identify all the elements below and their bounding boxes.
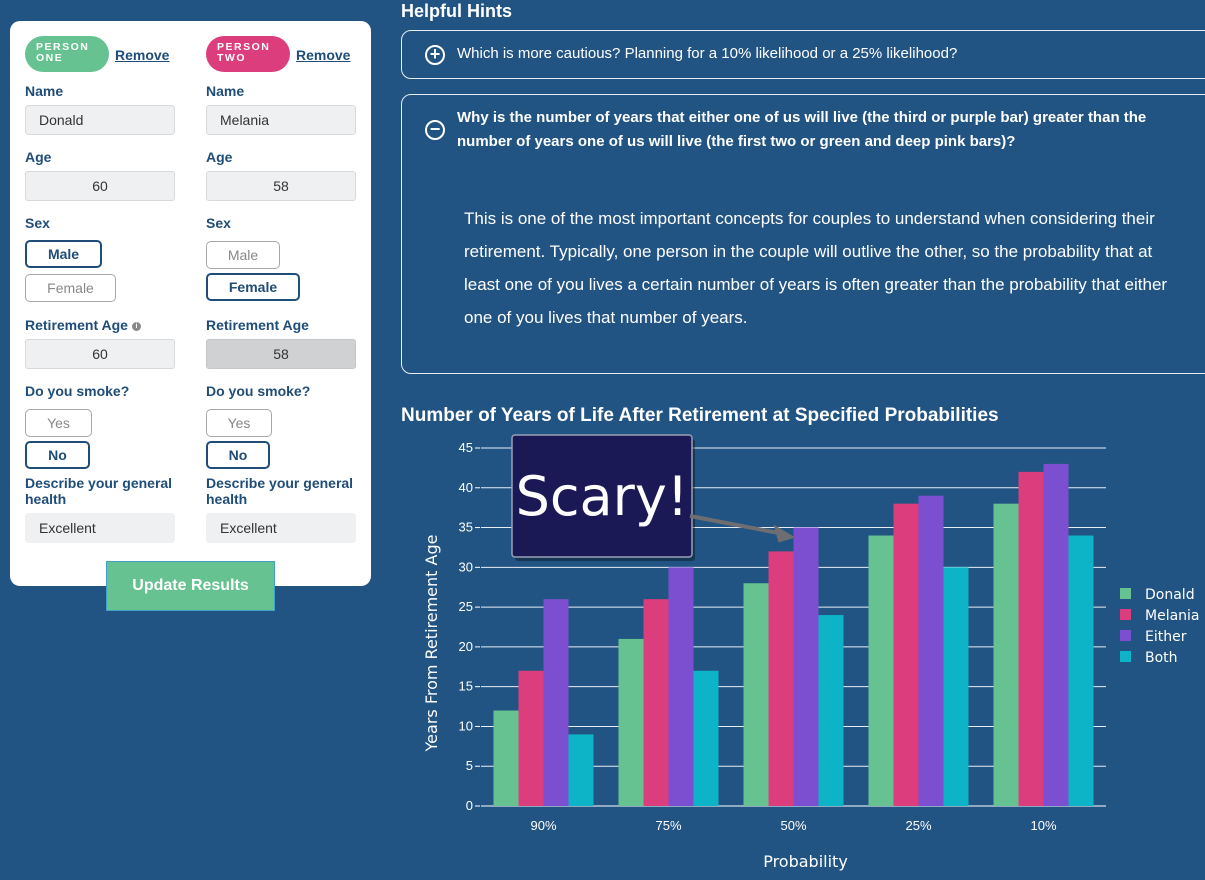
bar-melania xyxy=(1018,471,1044,806)
update-results-button[interactable]: Update Results xyxy=(106,561,275,611)
bar-donald xyxy=(618,638,644,806)
bar-either xyxy=(793,527,819,806)
legend-label-both: Both xyxy=(1145,650,1178,666)
person-one-retirement-age-label: Retirement Age i xyxy=(25,317,141,333)
person-two-name-field[interactable]: Melania xyxy=(206,105,356,135)
bar-both xyxy=(818,615,844,806)
bar-melania xyxy=(893,503,919,806)
y-tick-label: 45 xyxy=(459,440,473,455)
person-one-sex-label: Sex xyxy=(25,215,50,231)
annotation-arrow-line xyxy=(689,514,782,536)
person-one-name-label: Name xyxy=(25,83,64,99)
person-two-smoke-yes-button[interactable]: Yes xyxy=(206,409,272,437)
chart-title: Number of Years of Life After Retirement… xyxy=(401,405,999,426)
person-one-smoke-no-button[interactable]: No xyxy=(25,441,90,469)
y-tick-label: 0 xyxy=(466,798,473,813)
annotation-box xyxy=(511,434,693,558)
legend-label-melania: Melania xyxy=(1145,608,1200,624)
bar-either xyxy=(668,567,694,806)
bar-chart: 0 5 10 15 20 25 30 35 40 45 90% 75% 50% 25% 10% Probabi… xyxy=(422,434,1200,871)
person-two-name-label: Name xyxy=(206,83,245,99)
y-tick-label: 30 xyxy=(459,559,473,574)
x-tick-label: 90% xyxy=(530,818,556,833)
person-one-sex-female-button[interactable]: Female xyxy=(25,274,116,302)
person-one-retirement-age-field[interactable]: 60 xyxy=(25,339,175,369)
bar-either xyxy=(1043,463,1069,806)
person-one-age-field[interactable]: 60 xyxy=(25,171,175,201)
person-two-sex-female-button[interactable]: Female xyxy=(206,273,300,301)
x-tick-label: 50% xyxy=(780,818,806,833)
bar-both xyxy=(1068,535,1094,806)
y-tick-label: 20 xyxy=(459,639,473,654)
plus-circle-icon[interactable]: + xyxy=(425,45,445,65)
annotation-arrow-head xyxy=(773,524,796,543)
bar-either xyxy=(543,599,569,806)
hint-item-either: − Why is the number of years that either… xyxy=(401,94,1205,374)
hint-answer: This is one of the most important concep… xyxy=(464,209,1168,327)
info-icon[interactable]: i xyxy=(131,321,141,331)
x-tick-label: 75% xyxy=(655,818,681,833)
annotation-text: Scary! xyxy=(516,465,689,528)
person-one-sex-male-button[interactable]: Male xyxy=(25,240,102,268)
person-two-remove-link[interactable]: Remove xyxy=(296,47,351,63)
person-input-card: PERSON ONE Remove Name Donald Age 60 Sex… xyxy=(10,21,371,586)
y-axis-title: Years From Retirement Age xyxy=(422,535,441,753)
person-two-smoke-label: Do you smoke? xyxy=(206,383,311,399)
bar-both xyxy=(693,670,719,806)
helpful-hints-title: Helpful Hints xyxy=(401,1,512,21)
person-two-age-label: Age xyxy=(206,149,233,165)
bar-donald xyxy=(743,583,769,806)
legend-label-donald: Donald xyxy=(1145,587,1195,603)
retirement-age-label-text: Retirement Age xyxy=(25,317,128,333)
legend-swatch-either xyxy=(1120,630,1131,641)
person-two-smoke-no-button[interactable]: No xyxy=(206,441,270,469)
x-tick-label: 25% xyxy=(905,818,931,833)
legend-label-either: Either xyxy=(1145,629,1187,645)
bar-either xyxy=(918,495,944,806)
person-two-health-label: Describe your general health xyxy=(206,475,354,507)
y-tick-label: 15 xyxy=(459,679,473,694)
person-one-health-select[interactable]: Excellent xyxy=(25,513,175,543)
y-tick-label: 35 xyxy=(459,520,473,535)
person-two-retirement-age-field: 58 xyxy=(206,339,356,369)
y-tick-label: 40 xyxy=(459,480,473,495)
y-tick-label: 25 xyxy=(459,599,473,614)
hint-item-cautious[interactable]: + Which is more cautious? Planning for a… xyxy=(401,30,1205,79)
person-one-badge: PERSON ONE xyxy=(25,36,109,72)
person-one-smoke-yes-button[interactable]: Yes xyxy=(25,409,92,437)
y-tick-label: 5 xyxy=(466,758,473,773)
person-one-name-field[interactable]: Donald xyxy=(25,105,175,135)
person-one-smoke-label: Do you smoke? xyxy=(25,383,130,399)
person-two-retirement-age-label: Retirement Age xyxy=(206,317,309,333)
person-two-sex-male-button[interactable]: Male xyxy=(206,241,280,269)
y-tick-label: 10 xyxy=(459,718,473,733)
person-two-sex-label: Sex xyxy=(206,215,231,231)
hint-question[interactable]: Why is the number of years that either o… xyxy=(457,109,1147,150)
legend-swatch-melania xyxy=(1120,609,1131,620)
x-tick-label: 10% xyxy=(1030,818,1056,833)
bar-both xyxy=(943,567,969,806)
bar-both xyxy=(568,734,594,806)
hint-question[interactable]: Which is more cautious? Planning for a 1… xyxy=(457,45,958,62)
person-two-age-field[interactable]: 58 xyxy=(206,171,356,201)
person-one-age-label: Age xyxy=(25,149,52,165)
person-one-remove-link[interactable]: Remove xyxy=(115,47,170,63)
legend-swatch-donald xyxy=(1120,588,1131,599)
bar-melania xyxy=(518,670,544,806)
bar-donald xyxy=(493,710,519,806)
bar-melania xyxy=(768,551,794,806)
bar-donald xyxy=(993,503,1019,806)
x-axis-title: Probability xyxy=(763,852,848,871)
minus-circle-icon[interactable]: − xyxy=(425,120,445,140)
legend-swatch-both xyxy=(1120,651,1131,662)
person-two-health-select[interactable]: Excellent xyxy=(206,513,356,543)
person-one-health-label: Describe your general health xyxy=(25,475,173,507)
person-two-badge: PERSON TWO xyxy=(206,36,290,72)
bar-melania xyxy=(643,599,669,806)
bar-donald xyxy=(868,535,894,806)
